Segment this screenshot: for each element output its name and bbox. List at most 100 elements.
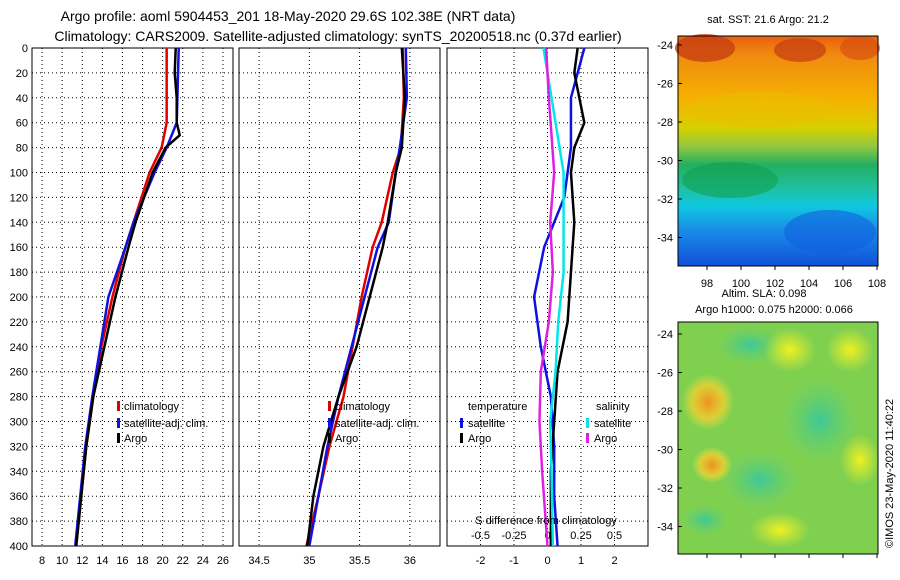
series-line: [549, 47, 586, 546]
sst-lon-label: 106: [834, 278, 852, 290]
temperature-axis-labels: 8 10 12 14 16 18 20 22 24 26: [39, 555, 229, 567]
x-tick-label: 26: [217, 555, 229, 567]
sla-lat-label: -32: [657, 483, 673, 495]
sst-map-title: sat. SST: 21.6 Argo: 21.2: [707, 14, 829, 26]
sla-lat-label: -28: [657, 406, 673, 418]
s-difference-caption: S difference from climatology: [475, 515, 617, 527]
x-tick-label: 18: [136, 555, 148, 567]
legend-swatch-satellite: [117, 418, 120, 428]
difference-series: [532, 47, 586, 547]
s-tick-label: -0.5: [471, 530, 490, 542]
sst-lon-label: 100: [732, 278, 750, 290]
s-tick-label: 0.5: [607, 530, 622, 542]
sst-lon-label: 102: [766, 278, 784, 290]
legend-temp-argo: Argo: [468, 433, 491, 445]
legend-temperature-title: temperature: [468, 401, 527, 413]
sst-lat-label: -28: [657, 117, 673, 129]
sla-map-axis-labels: -24 -26 -28 -30 -32 -34: [657, 329, 878, 558]
sst-lat-label: -30: [657, 156, 673, 168]
x-tick-label: 2: [611, 555, 617, 567]
imos-credit: ©IMOS 23-May-2020 11:40:22: [884, 399, 896, 548]
series-line: [306, 47, 407, 547]
salinity-axis-labels: 34.5 35 35.5 36: [248, 555, 416, 567]
legend-swatch-climatology: [117, 401, 120, 411]
temperature-grid: [32, 48, 233, 546]
sla-map-frame: [677, 321, 879, 555]
sst-lat-label: -26: [657, 79, 673, 91]
depth-tick-label: 100: [10, 168, 28, 180]
depth-tick-label: 380: [10, 516, 28, 528]
sst-warm-patch: [675, 34, 735, 62]
sst-lon-label: 108: [868, 278, 886, 290]
series-line: [308, 47, 409, 547]
sla-lat-label: -24: [657, 329, 673, 341]
sla-lat-label: -26: [657, 368, 673, 380]
difference-legend: temperature satellite Argo salinity sate…: [460, 401, 631, 527]
depth-tick-label: 400: [10, 541, 28, 553]
legend-argo: Argo: [124, 433, 147, 445]
series-line: [74, 47, 181, 547]
depth-tick-label: 0: [22, 43, 28, 55]
sst-mid-patch: [690, 92, 830, 128]
sla-high-patch: [826, 328, 874, 372]
x-tick-label: -1: [509, 555, 519, 567]
sst-lon-label: 104: [800, 278, 818, 290]
sla-lat-label: -34: [657, 522, 673, 534]
legend-argo: Argo: [335, 433, 358, 445]
sla-low-patch: [720, 450, 800, 510]
legend-climatology: climatology: [124, 401, 180, 413]
sla-low-patch: [780, 375, 860, 465]
depth-tick-label: 180: [10, 267, 28, 279]
legend-temp-satellite: satellite: [468, 418, 505, 430]
salinity-legend: climatology satellite-adj. clim. Argo: [328, 401, 419, 445]
title-line-2: Climatology: CARS2009. Satellite-adjuste…: [54, 28, 621, 44]
depth-tick-label: 360: [10, 491, 28, 503]
series-line: [532, 47, 586, 547]
sst-lat-label: -24: [657, 40, 673, 52]
x-tick-label: 8: [39, 555, 45, 567]
legend-salinity-title: salinity: [596, 401, 630, 413]
sla-high-patch: [840, 434, 880, 486]
legend-swatch-sal-satellite: [586, 418, 589, 428]
x-tick-label: 1: [578, 555, 584, 567]
x-tick-label: 35.5: [349, 555, 370, 567]
legend-swatch-climatology: [328, 401, 331, 411]
depth-tick-label: 240: [10, 342, 28, 354]
legend-swatch-satellite: [328, 418, 331, 428]
title-line-1: Argo profile: aoml 5904453_201 18-May-20…: [61, 8, 516, 24]
sst-lat-label: -34: [657, 233, 673, 245]
series-line: [542, 47, 565, 547]
legend-swatch-argo: [117, 433, 120, 443]
sst-map-axis-labels: -24 -26 -28 -30 -32 -34 98 100 102 104 106 108: [657, 40, 886, 290]
depth-tick-label: 80: [16, 143, 28, 155]
depth-tick-label: 320: [10, 441, 28, 453]
depth-tick-label: 20: [16, 68, 28, 80]
sst-lon-label: 98: [701, 278, 713, 290]
sst-map-frame: [677, 35, 879, 267]
depth-tick-label: 120: [10, 192, 28, 204]
sst-lat-label: -32: [657, 194, 673, 206]
temperature-series: [73, 47, 181, 547]
depth-tick-label: 200: [10, 292, 28, 304]
s-tick-label: -0.25: [501, 530, 526, 542]
depth-tick-label: 40: [16, 93, 28, 105]
sla-high-patch: [682, 374, 734, 430]
sst-cool-patch: [682, 162, 778, 198]
depth-tick-label: 140: [10, 217, 28, 229]
sla-high-patch: [692, 447, 732, 483]
depth-tick-label: 160: [10, 242, 28, 254]
depth-tick-label: 60: [16, 118, 28, 130]
x-tick-label: 0: [544, 555, 550, 567]
depth-tick-label: 260: [10, 367, 28, 379]
x-tick-label: 16: [116, 555, 128, 567]
legend-satellite: satellite-adj. clim.: [124, 418, 208, 430]
depth-tick-label: 220: [10, 317, 28, 329]
legend-climatology: climatology: [335, 401, 391, 413]
x-tick-label: 10: [56, 555, 68, 567]
x-tick-label: 12: [76, 555, 88, 567]
difference-axis-labels: -2 -1 0 1 2-0.5 -0.25 0 0.25 0.5: [471, 530, 622, 567]
sst-warm-patch: [774, 38, 826, 62]
legend-sal-argo: Argo: [594, 433, 617, 445]
legend-swatch-temp-satellite: [460, 418, 463, 428]
